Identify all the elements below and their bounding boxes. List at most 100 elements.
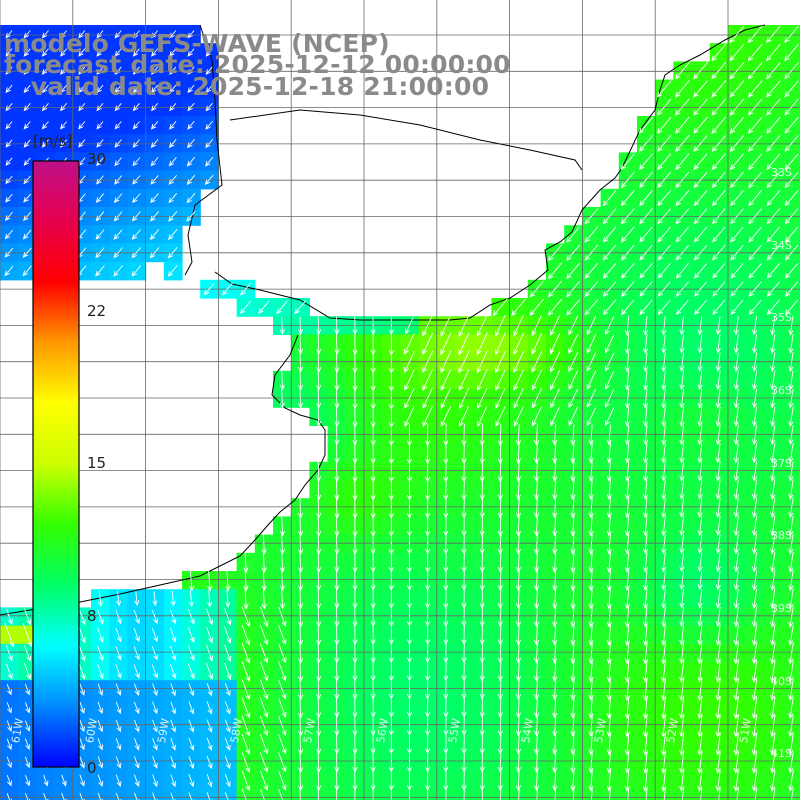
wind-arrow bbox=[297, 497, 304, 519]
wind-arrow bbox=[620, 171, 635, 189]
wind-arrow bbox=[639, 281, 653, 297]
wind-arrow bbox=[554, 788, 557, 800]
wind-arrow bbox=[657, 135, 672, 152]
wind-arrow bbox=[515, 734, 521, 755]
wind-arrow bbox=[675, 98, 690, 116]
wind-arrow bbox=[588, 533, 594, 555]
wind-arrow bbox=[656, 116, 672, 134]
wind-arrow bbox=[570, 533, 576, 555]
wind-arrow bbox=[297, 351, 304, 373]
wind-arrow bbox=[747, 98, 763, 116]
wind-arrow bbox=[317, 788, 319, 800]
wind-arrow bbox=[187, 66, 195, 75]
wind-arrow bbox=[204, 174, 214, 185]
wind-arrow bbox=[316, 478, 322, 501]
wind-arrow bbox=[751, 570, 758, 591]
wind-arrow bbox=[458, 350, 470, 374]
wind-arrow bbox=[479, 770, 485, 791]
wind-arrow bbox=[748, 244, 762, 261]
wind-arrow bbox=[241, 788, 247, 800]
wind-arrow bbox=[5, 103, 13, 112]
wind-arrow bbox=[479, 661, 485, 682]
wind-arrow bbox=[168, 175, 177, 185]
wind-arrow bbox=[169, 664, 177, 679]
wind-arrow bbox=[624, 333, 630, 355]
wind-arrow bbox=[316, 316, 322, 335]
wind-arrow bbox=[515, 697, 521, 719]
wind-arrow bbox=[440, 350, 452, 374]
wind-arrow bbox=[733, 534, 739, 555]
wind-arrow bbox=[113, 229, 123, 240]
wind-arrow bbox=[642, 461, 649, 482]
wind-arrow bbox=[169, 66, 177, 75]
wind-arrow bbox=[533, 497, 540, 519]
wind-arrow bbox=[206, 719, 213, 733]
wind-arrow bbox=[568, 315, 579, 336]
wind-arrow bbox=[766, 62, 781, 80]
wind-arrow bbox=[715, 769, 721, 792]
wind-arrow bbox=[206, 701, 213, 715]
wind-arrow bbox=[479, 606, 485, 628]
wind-arrow bbox=[533, 624, 540, 646]
wind-arrow bbox=[788, 551, 794, 573]
wind-arrow bbox=[115, 609, 122, 625]
wind-arrow bbox=[422, 351, 434, 374]
wind-arrow bbox=[495, 350, 506, 374]
wind-arrow bbox=[642, 642, 649, 665]
wind-arrow bbox=[733, 497, 739, 519]
wind-arrow bbox=[712, 281, 726, 297]
wind-arrow bbox=[715, 660, 721, 683]
wind-arrow bbox=[697, 352, 703, 372]
wind-arrow bbox=[606, 424, 612, 446]
wind-arrow bbox=[606, 697, 612, 719]
wind-arrow bbox=[712, 263, 726, 279]
wind-arrow bbox=[479, 643, 485, 664]
wind-arrow bbox=[770, 533, 776, 555]
wind-arrow bbox=[23, 139, 31, 148]
wind-arrow bbox=[679, 589, 685, 609]
wind-speed-cell bbox=[54, 789, 74, 800]
wind-arrow bbox=[515, 570, 521, 591]
wind-arrow bbox=[570, 424, 576, 446]
wind-arrow bbox=[531, 315, 542, 337]
wind-arrow bbox=[513, 332, 525, 356]
wind-arrow bbox=[747, 62, 763, 80]
wind-arrow bbox=[79, 756, 85, 769]
wind-arrow bbox=[169, 84, 177, 94]
wind-arrow bbox=[476, 350, 488, 374]
wind-arrow bbox=[316, 460, 322, 482]
wind-arrow bbox=[766, 153, 781, 170]
wind-arrow bbox=[497, 588, 503, 609]
wind-arrow bbox=[297, 642, 304, 664]
wind-arrow bbox=[570, 442, 576, 464]
wind-arrow bbox=[788, 388, 794, 409]
wind-arrow bbox=[754, 788, 758, 800]
wind-arrow bbox=[661, 388, 667, 409]
wind-arrow bbox=[206, 792, 213, 800]
wind-arrow bbox=[605, 352, 615, 372]
wind-arrow bbox=[712, 299, 726, 315]
wind-arrow bbox=[113, 265, 123, 277]
wind-arrow bbox=[96, 48, 104, 57]
wind-arrow bbox=[606, 606, 612, 628]
wind-arrow bbox=[458, 332, 470, 356]
wind-arrow bbox=[570, 715, 576, 737]
wind-arrow bbox=[114, 121, 122, 130]
wind-arrow bbox=[693, 226, 708, 243]
wind-arrow bbox=[96, 175, 104, 185]
wind-arrow bbox=[497, 770, 503, 791]
wind-arrow bbox=[624, 461, 630, 482]
wind-arrow bbox=[552, 533, 558, 555]
wind-arrow bbox=[784, 171, 799, 189]
wind-arrow bbox=[624, 642, 630, 665]
wind-arrow bbox=[150, 193, 159, 204]
wind-arrow bbox=[316, 388, 322, 409]
wind-arrow bbox=[188, 755, 195, 770]
wind-arrow bbox=[533, 606, 540, 628]
wind-arrow bbox=[495, 406, 506, 427]
wind-arrow bbox=[715, 497, 721, 519]
wind-arrow bbox=[570, 479, 576, 501]
wind-arrow bbox=[788, 624, 794, 646]
wind-arrow bbox=[96, 157, 104, 167]
wind-arrow bbox=[570, 570, 576, 592]
